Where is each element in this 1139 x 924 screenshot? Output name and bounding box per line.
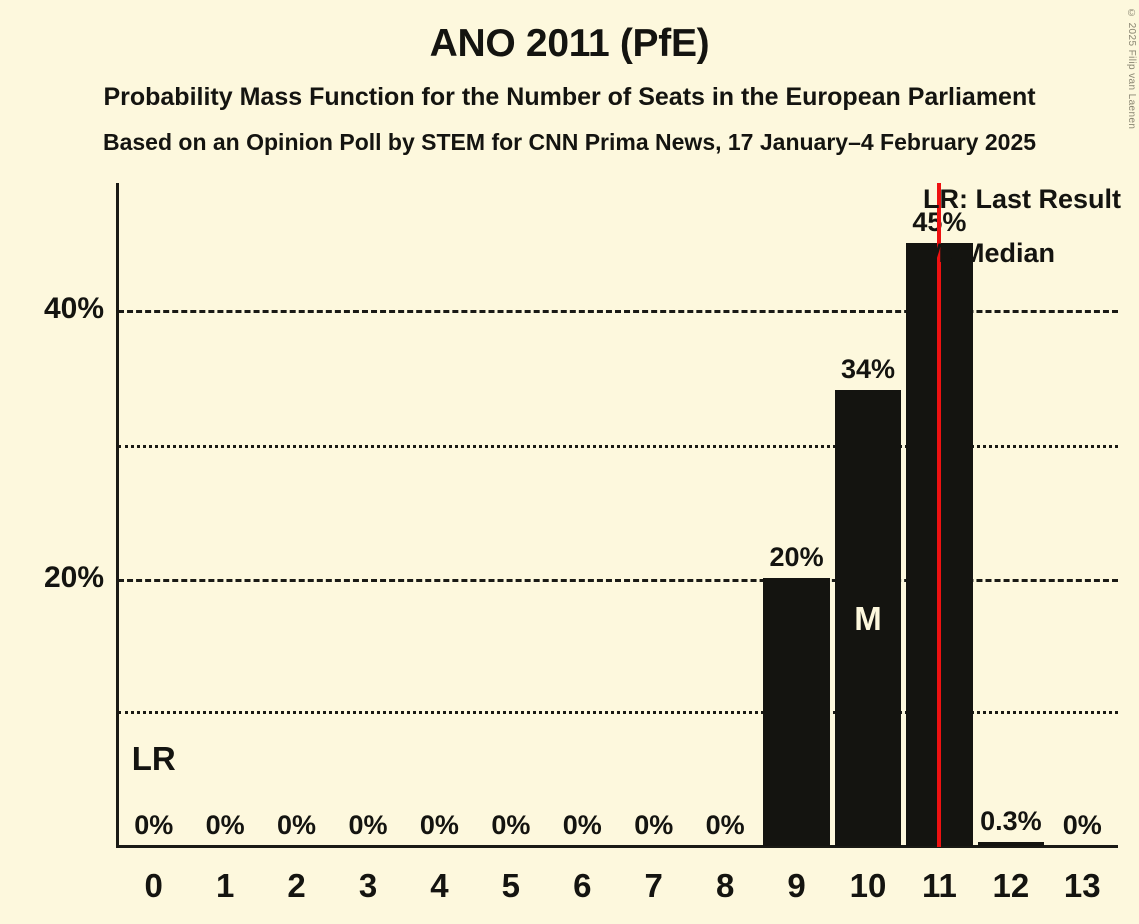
page-title: ANO 2011 (PfE) — [429, 22, 710, 65]
gridline-20 — [118, 579, 1118, 582]
x-tick-label-8: 8 — [715, 867, 735, 904]
y-tick-label-20: 20% — [43, 561, 104, 594]
legend-item-last-result: LR: Last Result — [922, 184, 1121, 214]
median-marker: M — [854, 600, 882, 637]
x-tick-label-6: 6 — [573, 867, 592, 904]
chart-source-line: Based on an Opinion Poll by STEM for CNN… — [102, 129, 1037, 155]
bar-value-13: 0% — [1062, 810, 1102, 840]
bar-value-5: 0% — [491, 810, 531, 840]
x-tick-label-3: 3 — [358, 867, 378, 904]
y-tick-label-40: 40% — [43, 292, 104, 325]
x-tick-label-13: 13 — [1063, 867, 1101, 904]
copyright-notice: © 2025 Filip van Laenen — [1126, 8, 1137, 130]
x-tick-label-1: 1 — [215, 867, 235, 904]
bar-value-8: 0% — [705, 810, 745, 840]
last-result-marker: LR — [131, 740, 176, 777]
bar-value-0: 0% — [134, 810, 174, 840]
x-tick-label-10: 10 — [849, 867, 887, 904]
chart-subtitle: Probability Mass Function for the Number… — [103, 83, 1036, 111]
chart-legend: LR: Last Result M: Median — [923, 183, 1121, 267]
gridline-30 — [118, 445, 1118, 448]
x-tick-label-0: 0 — [144, 867, 163, 904]
x-tick-label-11: 11 — [921, 867, 957, 904]
bar-10[interactable] — [834, 390, 902, 846]
x-tick-label-5: 5 — [501, 867, 521, 904]
bar-value-2: 0% — [277, 810, 317, 840]
x-tick-label-9: 9 — [787, 867, 806, 904]
legend-item-median: M: Median — [922, 238, 1055, 268]
x-tick-label-2: 2 — [287, 867, 306, 904]
gridline-40 — [118, 310, 1118, 313]
x-tick-label-7: 7 — [644, 867, 663, 904]
bar-value-3: 0% — [348, 810, 388, 840]
bar-9[interactable] — [763, 578, 830, 846]
bar-value-10: 34% — [840, 354, 896, 385]
y-axis-line — [116, 183, 119, 848]
bar-value-9: 20% — [769, 542, 824, 572]
bar-value-12: 0.3% — [980, 805, 1042, 836]
bar-12[interactable] — [977, 841, 1045, 846]
bar-value-1: 0% — [205, 810, 245, 840]
gridline-10 — [118, 711, 1118, 714]
x-tick-label-12: 12 — [992, 867, 1030, 904]
chart-header: ANO 2011 (PfE) Probability Mass Function… — [0, 0, 1139, 154]
bar-value-6: 0% — [562, 810, 602, 840]
last-result-line — [937, 183, 942, 847]
bar-value-7: 0% — [634, 810, 674, 840]
x-tick-label-4: 4 — [430, 867, 449, 904]
bar-value-4: 0% — [419, 810, 459, 840]
x-axis-line — [116, 845, 1118, 848]
